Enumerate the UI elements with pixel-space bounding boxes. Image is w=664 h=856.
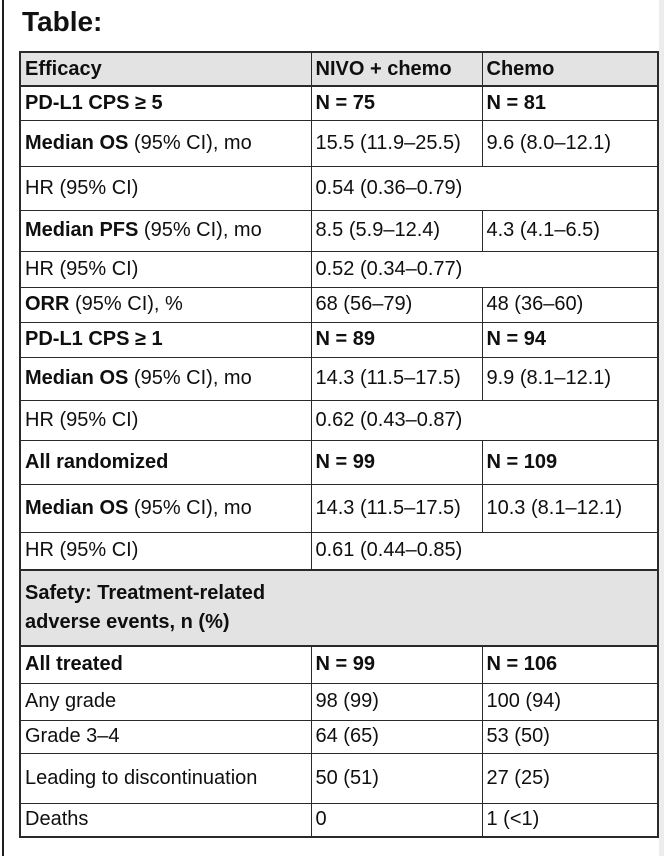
chemo-value: 9.9 (8.1–12.1) bbox=[481, 356, 659, 401]
chemo-value: 10.3 (8.1–12.1) bbox=[481, 483, 659, 533]
nivo-value: N = 99 bbox=[310, 645, 483, 684]
safety-section-header: Safety: Treatment-related adverse events… bbox=[19, 569, 659, 647]
table-row: PD-L1 CPS ≥ 5 N = 75 N = 81 bbox=[19, 85, 659, 121]
table-row: HR (95% CI) 0.54 (0.36–0.79) bbox=[19, 165, 659, 211]
table-header-row: Efficacy NIVO + chemo Chemo bbox=[19, 51, 659, 87]
table-row: Deaths 0 1 (<1) bbox=[19, 802, 659, 838]
hr-span-value: 0.52 (0.34–0.77) bbox=[310, 250, 659, 288]
chemo-value: 53 (50) bbox=[481, 719, 659, 754]
chemo-value: 27 (25) bbox=[481, 752, 659, 804]
column-header-nivo-chemo: NIVO + chemo bbox=[310, 51, 483, 87]
row-label-bold: Median OS bbox=[25, 496, 129, 519]
chemo-value: N = 109 bbox=[481, 439, 659, 485]
safety-section-label: Safety: Treatment-related adverse events… bbox=[25, 582, 266, 633]
nivo-value: 0 bbox=[310, 802, 483, 838]
page-left-border bbox=[2, 0, 4, 856]
efficacy-safety-table: Efficacy NIVO + chemo Chemo PD-L1 CPS ≥ … bbox=[19, 51, 659, 838]
nivo-value: 98 (99) bbox=[310, 682, 483, 721]
hr-span-value: 0.61 (0.44–0.85) bbox=[310, 531, 659, 571]
chemo-value: N = 81 bbox=[481, 85, 659, 121]
table-row: PD-L1 CPS ≥ 1 N = 89 N = 94 bbox=[19, 321, 659, 358]
table-row: Median PFS (95% CI), mo 8.5 (5.9–12.4) 4… bbox=[19, 209, 659, 252]
row-label: Grade 3–4 bbox=[19, 719, 312, 754]
nivo-value: 15.5 (11.9–25.5) bbox=[310, 119, 483, 167]
row-label: Median OS (95% CI), mo bbox=[19, 119, 312, 167]
row-label-bold: ORR bbox=[25, 293, 70, 315]
row-label-bold: Median OS bbox=[25, 131, 129, 154]
nivo-value: 68 (56–79) bbox=[310, 286, 483, 323]
chemo-value: 100 (94) bbox=[481, 682, 659, 721]
row-label: HR (95% CI) bbox=[19, 165, 312, 211]
hr-span-value: 0.54 (0.36–0.79) bbox=[310, 165, 659, 211]
page-right-edge bbox=[659, 0, 664, 856]
row-label-bold: Median PFS bbox=[25, 219, 139, 241]
table-row: HR (95% CI) 0.61 (0.44–0.85) bbox=[19, 531, 659, 571]
row-label: ORR (95% CI), % bbox=[19, 286, 312, 323]
nivo-value: N = 99 bbox=[310, 439, 483, 485]
row-label-rest: (95% CI), % bbox=[69, 293, 183, 315]
row-label-rest: (95% CI), mo bbox=[128, 367, 252, 389]
row-label: Median OS (95% CI), mo bbox=[19, 483, 312, 533]
chemo-value: 4.3 (4.1–6.5) bbox=[481, 209, 659, 252]
nivo-value: 64 (65) bbox=[310, 719, 483, 754]
table-row: HR (95% CI) 0.62 (0.43–0.87) bbox=[19, 399, 659, 441]
table-row: Median OS (95% CI), mo 15.5 (11.9–25.5) … bbox=[19, 119, 659, 167]
row-label-rest: (95% CI), mo bbox=[128, 131, 252, 154]
table-row: Any grade 98 (99) 100 (94) bbox=[19, 682, 659, 721]
row-label: PD-L1 CPS ≥ 5 bbox=[19, 85, 312, 121]
table-row: ORR (95% CI), % 68 (56–79) 48 (36–60) bbox=[19, 286, 659, 323]
page-title: Table: bbox=[22, 6, 103, 37]
nivo-value: 8.5 (5.9–12.4) bbox=[310, 209, 483, 252]
nivo-value: 14.3 (11.5–17.5) bbox=[310, 356, 483, 401]
nivo-value: 14.3 (11.5–17.5) bbox=[310, 483, 483, 533]
table-row: All treated N = 99 N = 106 bbox=[19, 645, 659, 684]
table-row: Median OS (95% CI), mo 14.3 (11.5–17.5) … bbox=[19, 483, 659, 533]
row-label-rest: (95% CI), mo bbox=[138, 219, 262, 241]
hr-span-value: 0.62 (0.43–0.87) bbox=[310, 399, 659, 441]
table-row: Median OS (95% CI), mo 14.3 (11.5–17.5) … bbox=[19, 356, 659, 401]
column-header-chemo: Chemo bbox=[481, 51, 659, 87]
nivo-value: 50 (51) bbox=[310, 752, 483, 804]
chemo-value: N = 106 bbox=[481, 645, 659, 684]
row-label: PD-L1 CPS ≥ 1 bbox=[19, 321, 312, 358]
chemo-value: 1 (<1) bbox=[481, 802, 659, 838]
row-label: HR (95% CI) bbox=[19, 531, 312, 571]
table-row: Grade 3–4 64 (65) 53 (50) bbox=[19, 719, 659, 754]
table-row: All randomized N = 99 N = 109 bbox=[19, 439, 659, 485]
chemo-value: 9.6 (8.0–12.1) bbox=[481, 119, 659, 167]
row-label: Leading to discontinuation bbox=[19, 752, 312, 804]
row-label: HR (95% CI) bbox=[19, 250, 312, 288]
row-label: Deaths bbox=[19, 802, 312, 838]
table-row: Leading to discontinuation 50 (51) 27 (2… bbox=[19, 752, 659, 804]
row-label-bold: Median OS bbox=[25, 367, 129, 389]
table-row: HR (95% CI) 0.52 (0.34–0.77) bbox=[19, 250, 659, 288]
row-label: Median OS (95% CI), mo bbox=[19, 356, 312, 401]
row-label: All randomized bbox=[19, 439, 312, 485]
column-header-efficacy: Efficacy bbox=[19, 51, 312, 87]
row-label: Median PFS (95% CI), mo bbox=[19, 209, 312, 252]
row-label: HR (95% CI) bbox=[19, 399, 312, 441]
safety-section-header-row: Safety: Treatment-related adverse events… bbox=[19, 569, 659, 647]
row-label-rest: (95% CI), mo bbox=[128, 496, 252, 519]
chemo-value: N = 94 bbox=[481, 321, 659, 358]
nivo-value: N = 75 bbox=[310, 85, 483, 121]
nivo-value: N = 89 bbox=[310, 321, 483, 358]
row-label: All treated bbox=[19, 645, 312, 684]
chemo-value: 48 (36–60) bbox=[481, 286, 659, 323]
row-label: Any grade bbox=[19, 682, 312, 721]
